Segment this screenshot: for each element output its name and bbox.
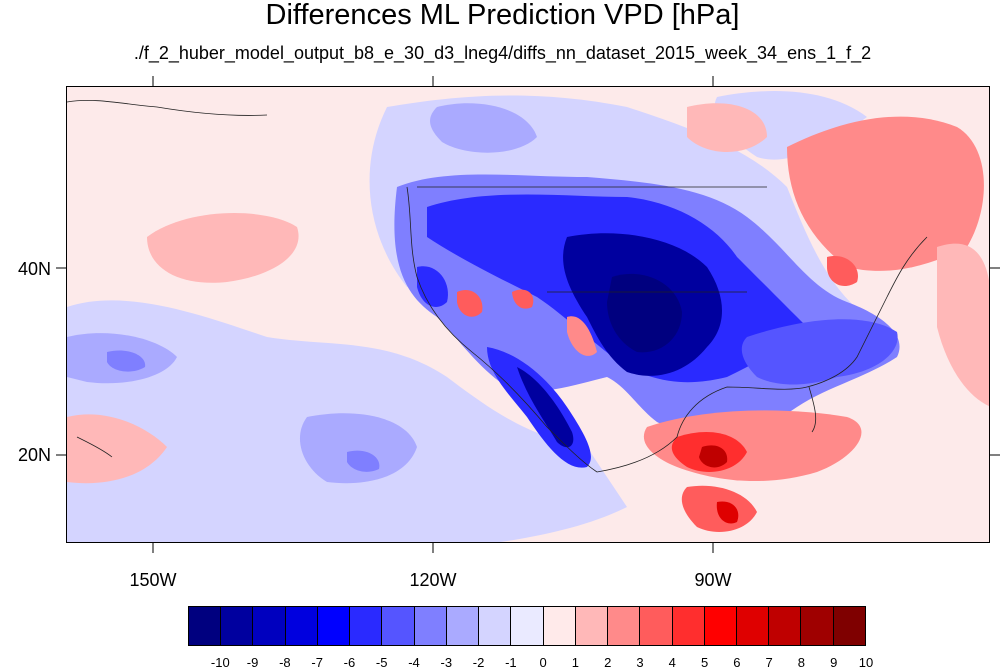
colorbar-box	[704, 607, 737, 645]
colorbar-box	[189, 607, 222, 645]
west-coast-blue-pocket	[417, 266, 448, 307]
colorbar-box	[317, 607, 351, 645]
colorbar	[188, 606, 866, 646]
colorbar-box	[221, 607, 254, 645]
lon-label-90w: 90W	[694, 570, 732, 590]
colorbar-tick-label: -2	[472, 655, 485, 670]
colorbar-box	[801, 607, 834, 645]
colorbar-tick-label: -7	[311, 655, 323, 670]
map-subtitle: ./f_2_huber_model_output_b8_e_30_d3_lneg…	[133, 43, 872, 63]
map-panel	[66, 86, 990, 543]
colorbar-labels: -10 -9 -8 -7 -6 -5 -4 -3 -2 -1 0 1 2 3 4 5 6 7 8 9 10	[0, 655, 1005, 671]
colorbar-tick-label: 3	[636, 655, 644, 670]
plains-darkest-core	[607, 273, 682, 353]
colorbar-box	[833, 607, 865, 645]
colorbar-tick-label: -10	[210, 655, 230, 670]
colorbar-tick-label: 7	[765, 655, 773, 670]
mexico-dark-blue-core	[517, 367, 574, 448]
colorbar-tick-label: -3	[440, 655, 453, 670]
colorbar-box	[382, 607, 415, 645]
central-america-red-core	[716, 501, 739, 524]
colorbar-box	[640, 607, 673, 645]
colorbar-tick-label: 9	[830, 655, 838, 670]
colorbar-box	[736, 607, 770, 645]
north-pacific-pink-patch	[147, 213, 299, 283]
lon-label-150w: 150W	[129, 570, 177, 590]
colorbar-tick-label: 10	[858, 655, 874, 670]
colorbar-tick-label: 2	[604, 655, 612, 670]
vpd-difference-field	[67, 87, 989, 542]
atlantic-pink-region	[937, 243, 989, 407]
colorbar-tick-label: -4	[408, 655, 420, 670]
lat-label-40n: 40N	[18, 259, 52, 279]
colorbar-box	[285, 607, 318, 645]
lon-label-120w: 120W	[409, 570, 457, 590]
pacific-blue-patch-2	[107, 350, 146, 372]
colorbar-box	[608, 607, 641, 645]
colorbar-box	[414, 607, 447, 645]
texas-red-spot	[567, 316, 597, 356]
southwest-red-spot	[457, 289, 483, 317]
mid-atlantic-red-spot	[827, 256, 858, 287]
pacific-blue-patch-4	[347, 450, 380, 472]
colorbar-box	[672, 607, 705, 645]
colorbar-box	[543, 607, 576, 645]
gulf-blue-extension	[741, 319, 898, 385]
colorbar-box	[769, 607, 802, 645]
colorbar-tick-label: -9	[246, 655, 259, 670]
lat-label-20n: 20N	[18, 445, 52, 465]
colorbar-tick-label: 1	[571, 655, 580, 670]
colorbar-tick-label: 6	[733, 655, 741, 670]
colorbar-box	[511, 607, 544, 645]
caribbean-darkest-red	[699, 445, 728, 468]
north-pacific-blue-patch	[430, 103, 537, 153]
colorbar-tick-label: -8	[279, 655, 291, 670]
colorbar-tick-label: 8	[797, 655, 806, 670]
colorbar-tick-label: -5	[375, 655, 388, 670]
colorbar-box	[575, 607, 609, 645]
colorbar-box	[253, 607, 286, 645]
colorbar-box	[350, 607, 383, 645]
northeast-red-region	[787, 116, 984, 271]
colorbar-tick-label: -6	[343, 655, 356, 670]
coastlines	[67, 100, 928, 473]
northwest-pink-patch	[687, 103, 767, 152]
four-corners-red-spot	[512, 289, 534, 309]
southwest-pink-patch	[67, 414, 167, 484]
pacific-blue-patch-3	[299, 413, 417, 484]
colorbar-tick-label: -1	[505, 655, 517, 670]
map-title: Differences ML Prediction VPD [hPa]	[265, 0, 740, 31]
colorbar-tick-label: 0	[539, 655, 547, 670]
colorbar-tick-label: 5	[700, 655, 709, 670]
colorbar-tick-label: 4	[668, 655, 676, 670]
colorbar-box	[446, 607, 480, 645]
colorbar-box	[479, 607, 512, 645]
